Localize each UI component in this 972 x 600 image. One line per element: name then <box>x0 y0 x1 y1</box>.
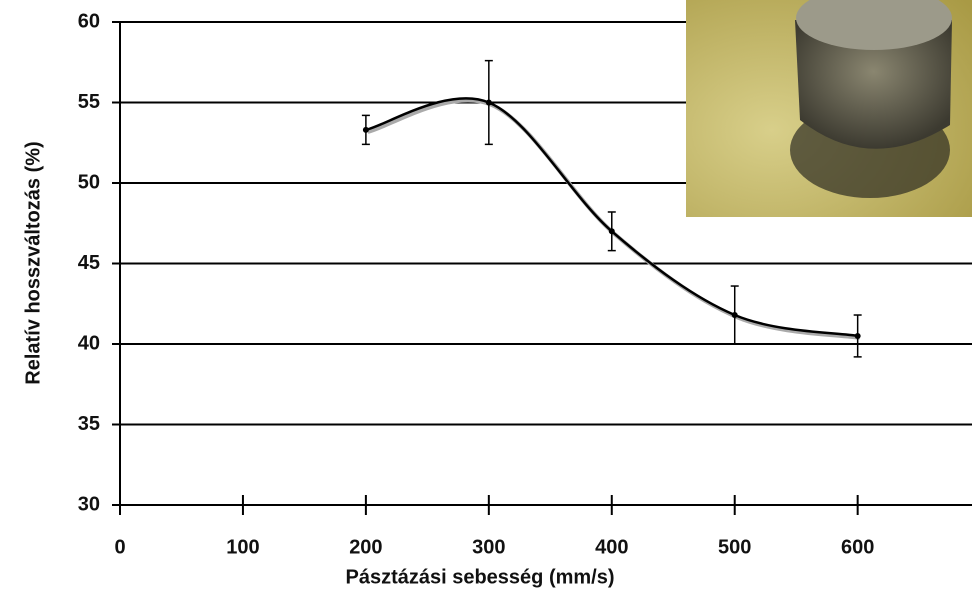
x-tick-label: 0 <box>114 536 125 558</box>
x-tick-label: 500 <box>718 536 751 558</box>
point <box>608 228 615 235</box>
x-tick-label: 400 <box>595 536 628 558</box>
y-tick-label: 60 <box>78 10 100 32</box>
point <box>854 332 861 339</box>
x-tick-label: 600 <box>841 536 874 558</box>
y-tick-label: 30 <box>78 493 100 515</box>
point <box>731 312 738 319</box>
y-tick-label: 40 <box>78 332 100 354</box>
y-axis-label: Relatív hosszváltozás (%) <box>22 141 44 384</box>
point <box>362 126 369 133</box>
inset-photo <box>686 0 972 217</box>
x-axis-label: Pásztázási sebesség (mm/s) <box>345 566 614 588</box>
x-tick-label: 200 <box>349 536 382 558</box>
point <box>485 99 492 106</box>
y-tick-label: 35 <box>78 413 100 435</box>
y-tick-label: 55 <box>78 91 100 113</box>
x-tick-label: 300 <box>472 536 505 558</box>
y-tick-label: 50 <box>78 171 100 193</box>
y-tick-label: 45 <box>78 252 100 274</box>
x-tick-label: 100 <box>226 536 259 558</box>
